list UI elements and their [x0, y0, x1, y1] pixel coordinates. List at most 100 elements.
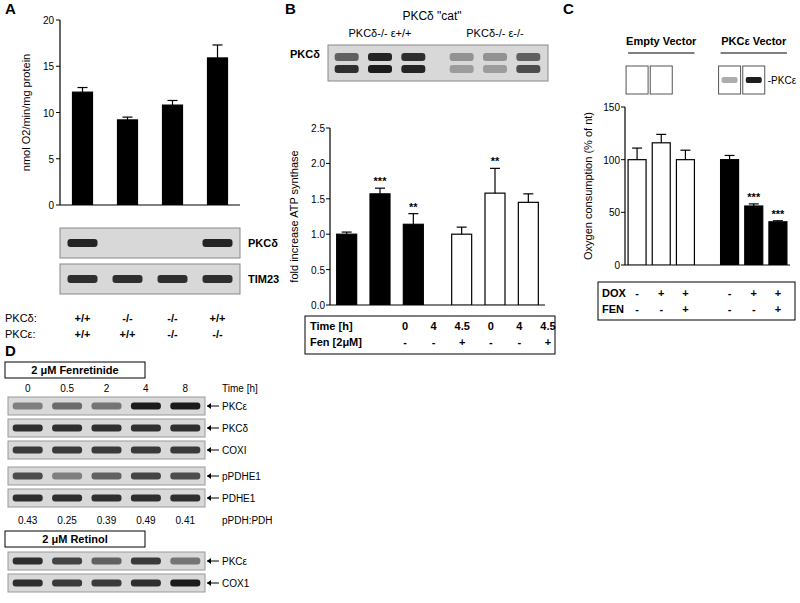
band — [52, 495, 82, 502]
error-line — [413, 214, 414, 225]
y-tick-label: 15 — [43, 61, 55, 72]
band — [92, 495, 122, 502]
band — [13, 558, 43, 565]
band — [13, 495, 43, 502]
y-tick-label: 1.5 — [311, 194, 325, 205]
error-cap — [457, 227, 467, 228]
row-value: +/+ — [210, 312, 226, 324]
error-bar — [656, 134, 666, 142]
error-cap — [680, 150, 690, 151]
blot — [8, 419, 205, 437]
band — [13, 447, 43, 454]
bar — [452, 234, 472, 305]
band — [113, 275, 143, 283]
band — [653, 77, 669, 83]
blot-box — [719, 66, 741, 94]
row-value: - — [728, 303, 732, 315]
band — [170, 495, 200, 502]
error-line — [636, 148, 637, 160]
table-border — [598, 282, 795, 320]
error-bar — [749, 204, 759, 206]
band — [158, 239, 188, 247]
band — [170, 473, 200, 480]
x-axis — [330, 304, 545, 305]
error-cap — [213, 44, 223, 45]
bar — [485, 193, 505, 305]
bar — [745, 206, 763, 265]
error-bar — [523, 194, 533, 202]
error-bar — [680, 150, 690, 159]
blot — [8, 574, 205, 592]
error-bar — [78, 88, 88, 93]
band — [170, 425, 200, 432]
blot-box — [650, 66, 672, 94]
y-tick — [621, 159, 625, 160]
y-tick-label: 0.0 — [311, 300, 325, 311]
bars — [73, 45, 228, 205]
y-tick — [326, 269, 330, 270]
row-value: 0 — [488, 320, 494, 332]
lane-label: 8 — [183, 383, 189, 394]
band — [483, 53, 507, 61]
significance: *** — [374, 175, 388, 187]
y-axis — [624, 107, 625, 265]
header-box — [5, 362, 145, 378]
row-value: + — [459, 336, 465, 348]
band — [92, 473, 122, 480]
row-value: 0 — [402, 320, 408, 332]
error-line — [494, 168, 495, 193]
error-cap — [168, 100, 178, 101]
y-tick-label: 20 — [43, 15, 55, 26]
y-tick-label: 150 — [603, 102, 620, 113]
y-axis-label: fold increase ATP synthase — [288, 150, 300, 282]
bars — [628, 134, 787, 265]
arrow-head — [207, 425, 211, 431]
row-value: -/- — [167, 312, 178, 324]
band — [170, 558, 200, 565]
row-value: 4 — [516, 320, 523, 332]
ratio-label: pPDH:PDH — [222, 515, 273, 526]
error-cap — [342, 231, 352, 232]
row-value: +/+ — [75, 312, 91, 324]
row-label: Fen [2μM] — [310, 336, 362, 348]
band — [13, 425, 43, 432]
row-value: - — [659, 303, 663, 315]
blot — [8, 489, 205, 507]
y-tick — [326, 163, 330, 164]
error-line — [172, 100, 173, 105]
band — [13, 403, 43, 410]
band — [158, 275, 188, 283]
subtitle: PKCδ "cat" — [402, 9, 461, 23]
row-value: - — [489, 336, 493, 348]
y-tick — [621, 107, 625, 108]
y-tick-label: 100 — [603, 155, 620, 166]
blot-label: PKCε — [222, 556, 248, 567]
blot-label: PDHE1 — [222, 493, 256, 504]
y-axis-label: nmol O2/min/mg protein — [20, 54, 32, 171]
arrow-head — [207, 558, 211, 564]
row-value: +/+ — [120, 328, 136, 340]
error-line — [661, 134, 662, 142]
row-value: - — [635, 287, 639, 299]
blot-label: pPDHE1 — [222, 471, 261, 482]
bar — [208, 58, 228, 205]
row-value: - — [403, 336, 407, 348]
row-value: +/+ — [75, 328, 91, 340]
ratio-value: 0.43 — [18, 515, 38, 526]
panel-d: D2 μM Fenretinide00.5248Time [h]PKCεPKCδ… — [5, 342, 273, 592]
band — [516, 53, 540, 61]
row-value: -/- — [167, 328, 178, 340]
error-bar — [408, 214, 418, 225]
row-label: Time [h] — [310, 320, 353, 332]
header-box — [5, 531, 145, 547]
panel-title: C — [563, 0, 574, 17]
row-value: + — [545, 336, 551, 348]
band — [629, 77, 645, 83]
group-label: PKCε Vector — [721, 35, 787, 47]
blot-box — [626, 66, 648, 94]
band — [52, 403, 82, 410]
y-tick-label: 10 — [43, 108, 55, 119]
bar — [337, 234, 357, 305]
band — [170, 447, 200, 454]
band — [203, 275, 233, 283]
